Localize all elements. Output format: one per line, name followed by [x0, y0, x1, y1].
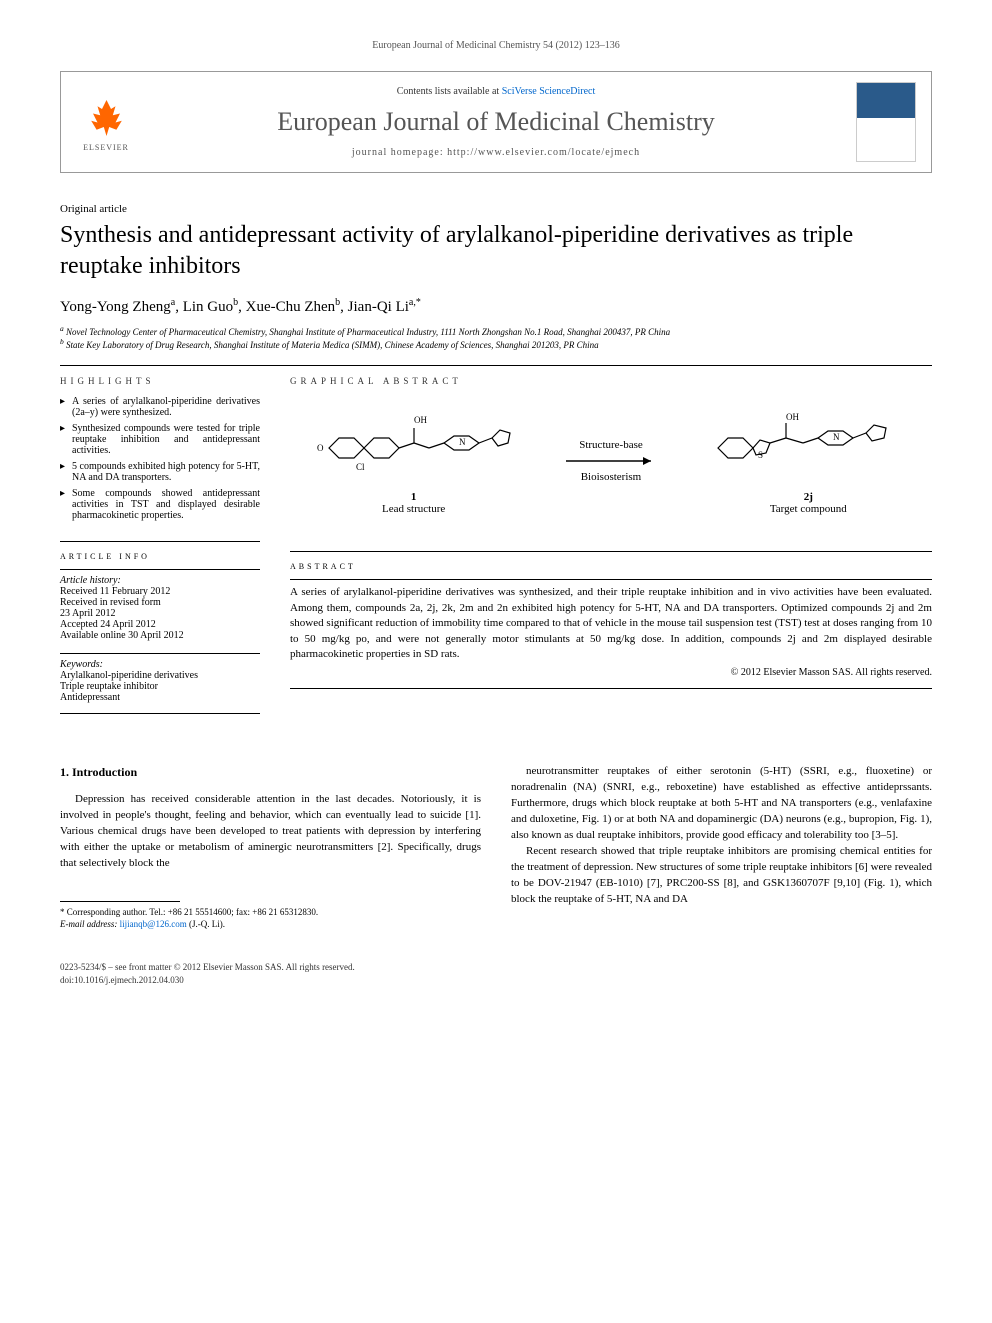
- svg-text:S: S: [758, 450, 763, 460]
- target-compound: OH N S 2j Target compound: [708, 408, 908, 515]
- abstract-heading: ABSTRACT: [290, 562, 932, 571]
- svg-text:OH: OH: [786, 412, 799, 422]
- copyright: © 2012 Elsevier Masson SAS. All rights r…: [290, 667, 932, 678]
- history-item: Accepted 24 April 2012: [60, 619, 260, 630]
- arrow-top-label: Structure-base: [579, 439, 643, 451]
- svg-text:Cl: Cl: [356, 462, 365, 472]
- highlight-item: Some compounds showed antidepressant act…: [60, 488, 260, 521]
- author: Yong-Yong Zheng: [60, 299, 171, 315]
- lead-label: Lead structure: [382, 503, 445, 515]
- highlights-list: A series of arylalkanol-piperidine deriv…: [60, 396, 260, 521]
- authors-list: Yong-Yong Zhenga, Lin Guob, Xue-Chu Zhen…: [60, 297, 932, 316]
- journal-homepage: journal homepage: http://www.elsevier.co…: [156, 147, 836, 158]
- graphical-abstract-heading: GRAPHICAL ABSTRACT: [290, 376, 932, 386]
- highlight-item: A series of arylalkanol-piperidine deriv…: [60, 396, 260, 418]
- issn-doi: 0223-5234/$ – see front matter © 2012 El…: [60, 961, 481, 987]
- journal-header: ELSEVIER Contents lists available at Sci…: [60, 71, 932, 173]
- corresponding-author-footnote: * Corresponding author. Tel.: +86 21 555…: [60, 907, 481, 930]
- email-link[interactable]: lijianqb@126.com: [120, 919, 187, 929]
- elsevier-label: ELSEVIER: [83, 143, 129, 152]
- keyword: Antidepressant: [60, 692, 260, 703]
- journal-name: European Journal of Medicinal Chemistry: [156, 107, 836, 137]
- lead-number: 1: [411, 491, 417, 503]
- divider: [60, 365, 932, 366]
- author: Xue-Chu Zhen: [246, 299, 336, 315]
- introduction-heading: 1. Introduction: [60, 764, 481, 781]
- intro-para: Recent research showed that triple reupt…: [511, 844, 932, 908]
- header-center: Contents lists available at SciVerse Sci…: [156, 86, 836, 158]
- arrow-icon: [561, 451, 661, 471]
- intro-para: Depression has received considerable att…: [60, 792, 481, 872]
- history-label: Article history:: [60, 575, 260, 586]
- article-info-heading: ARTICLE INFO: [60, 552, 260, 561]
- svg-text:N: N: [833, 432, 840, 442]
- history-item: Received in revised form: [60, 597, 260, 608]
- keywords-label: Keywords:: [60, 659, 260, 670]
- history-item: Received 11 February 2012: [60, 586, 260, 597]
- lead-structure: OH N Cl O 1 Lead structure: [314, 408, 514, 515]
- history-item: 23 April 2012: [60, 608, 260, 619]
- highlight-item: 5 compounds exhibited high potency for 5…: [60, 461, 260, 483]
- target-label: Target compound: [770, 503, 847, 515]
- keyword: Triple reuptake inhibitor: [60, 681, 260, 692]
- body-text: 1. Introduction Depression has received …: [60, 764, 932, 987]
- contents-available: Contents lists available at SciVerse Sci…: [156, 86, 836, 97]
- svg-text:OH: OH: [414, 415, 427, 425]
- elsevier-tree-icon: [84, 93, 129, 143]
- target-number: 2j: [804, 491, 813, 503]
- citation: European Journal of Medicinal Chemistry …: [60, 40, 932, 51]
- elsevier-logo: ELSEVIER: [76, 87, 136, 157]
- intro-para: neurotransmitter reuptakes of either ser…: [511, 764, 932, 844]
- homepage-url[interactable]: http://www.elsevier.com/locate/ejmech: [447, 147, 640, 158]
- abstract: ABSTRACT A series of arylalkanol-piperid…: [290, 551, 932, 689]
- author: Jian-Qi Li: [348, 299, 409, 315]
- history-item: Available online 30 April 2012: [60, 630, 260, 641]
- molecule-lead-icon: OH N Cl O: [314, 408, 514, 488]
- article-type: Original article: [60, 203, 932, 215]
- arrow-bottom-label: Bioisosterism: [581, 471, 642, 483]
- article-info: ARTICLE INFO Article history: Received 1…: [60, 541, 260, 714]
- article-title: Synthesis and antidepressant activity of…: [60, 220, 932, 282]
- journal-cover-thumbnail: [856, 82, 916, 162]
- keyword: Arylalkanol-piperidine derivatives: [60, 670, 260, 681]
- highlights-heading: HIGHLIGHTS: [60, 376, 260, 386]
- reaction-arrow: Structure-base Bioisosterism: [561, 439, 661, 483]
- footnote-divider: [60, 901, 180, 902]
- sciencedirect-link[interactable]: SciVerse ScienceDirect: [502, 86, 596, 97]
- abstract-text: A series of arylalkanol-piperidine deriv…: [290, 585, 932, 662]
- svg-text:N: N: [459, 437, 466, 447]
- svg-text:O: O: [317, 443, 324, 453]
- affiliations: a Novel Technology Center of Pharmaceuti…: [60, 324, 932, 350]
- molecule-target-icon: OH N S: [708, 408, 908, 488]
- highlight-item: Synthesized compounds were tested for tr…: [60, 423, 260, 456]
- graphical-abstract: OH N Cl O 1 Lead structure Structure-bas…: [290, 396, 932, 526]
- author: Lin Guo: [183, 299, 233, 315]
